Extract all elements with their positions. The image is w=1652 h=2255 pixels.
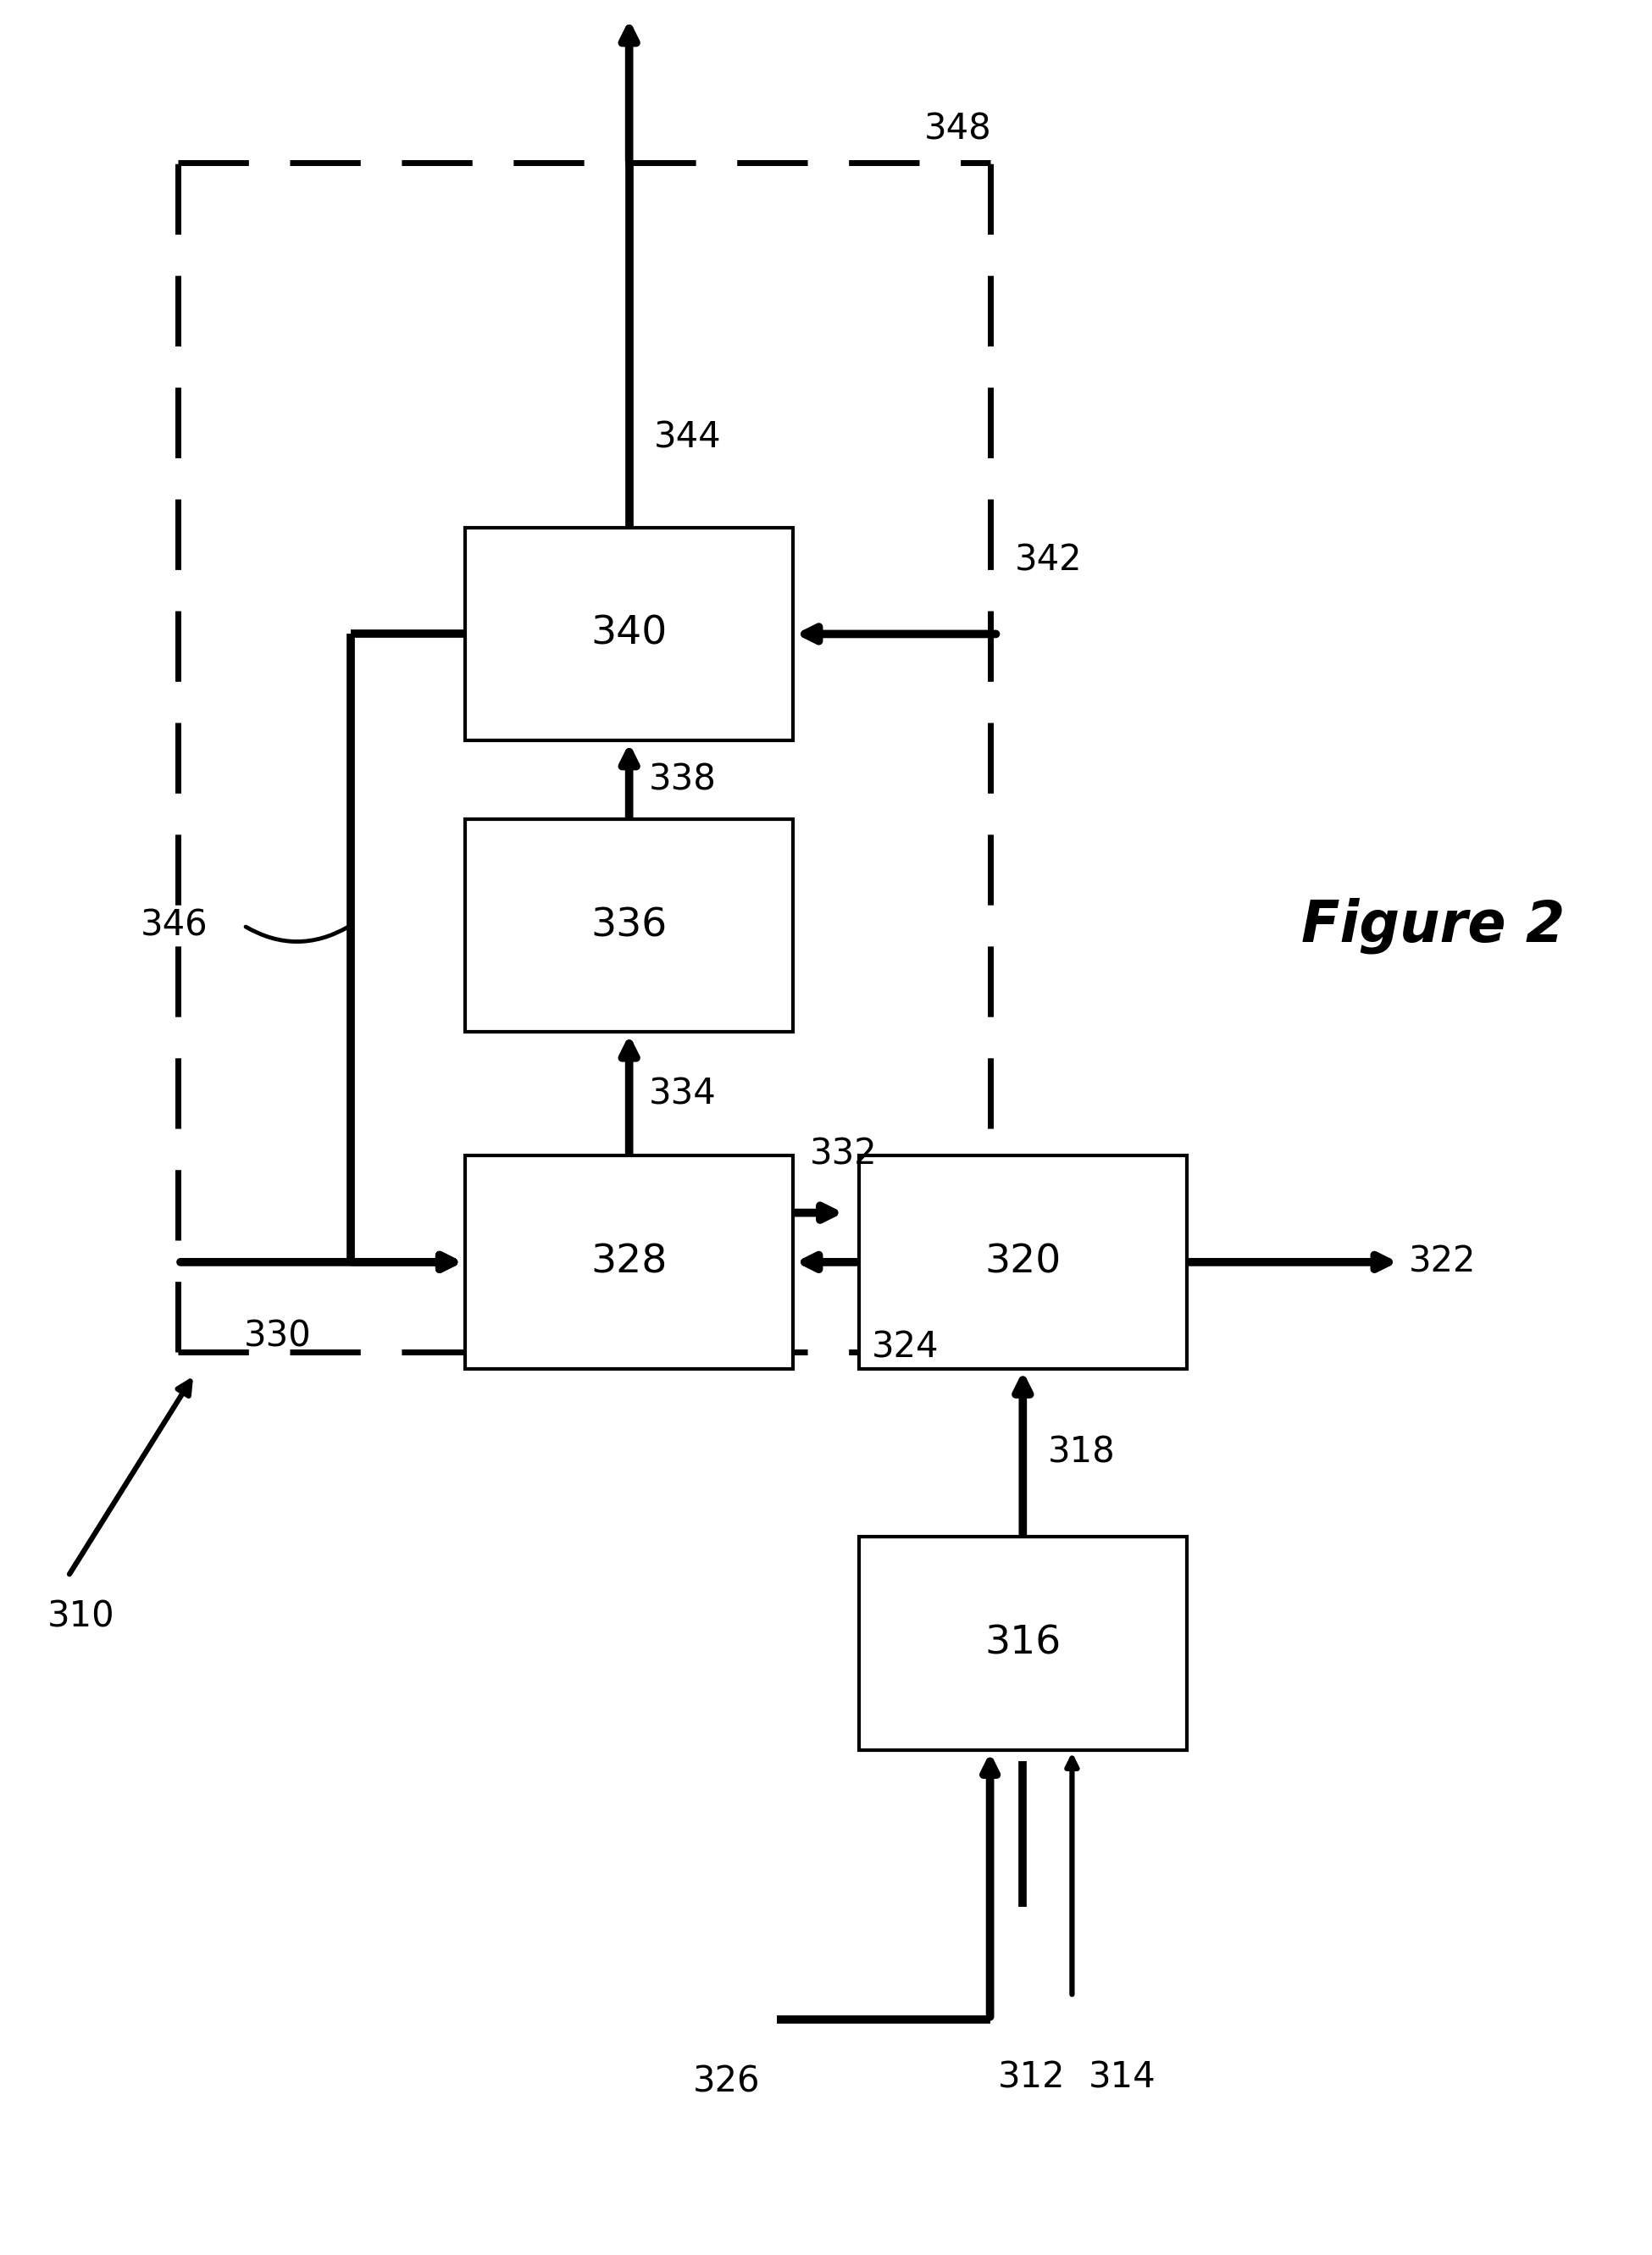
Text: Figure 2: Figure 2 bbox=[1302, 897, 1564, 954]
Text: 332: 332 bbox=[809, 1137, 877, 1173]
Text: 334: 334 bbox=[649, 1076, 717, 1112]
Text: 328: 328 bbox=[591, 1243, 667, 1281]
Text: 338: 338 bbox=[649, 762, 717, 798]
Bar bbox=[466, 1155, 793, 1369]
Text: 326: 326 bbox=[694, 2063, 760, 2099]
Text: 346: 346 bbox=[140, 909, 208, 943]
Text: 318: 318 bbox=[1047, 1434, 1115, 1470]
Text: 336: 336 bbox=[591, 907, 667, 945]
Text: 324: 324 bbox=[872, 1330, 940, 1364]
Text: 316: 316 bbox=[985, 1624, 1061, 1662]
Bar bbox=[466, 528, 793, 740]
Text: 340: 340 bbox=[591, 616, 667, 654]
Text: 320: 320 bbox=[985, 1243, 1061, 1281]
Text: 348: 348 bbox=[925, 110, 991, 147]
Text: 344: 344 bbox=[654, 419, 722, 456]
Text: 314: 314 bbox=[1089, 2059, 1156, 2095]
Text: 342: 342 bbox=[1014, 543, 1082, 577]
Text: 310: 310 bbox=[46, 1599, 114, 1635]
Text: 322: 322 bbox=[1408, 1245, 1475, 1281]
Bar bbox=[859, 1155, 1186, 1369]
Text: 330: 330 bbox=[244, 1319, 311, 1353]
Bar bbox=[466, 819, 793, 1033]
Bar bbox=[859, 1538, 1186, 1750]
Text: 312: 312 bbox=[998, 2059, 1066, 2095]
